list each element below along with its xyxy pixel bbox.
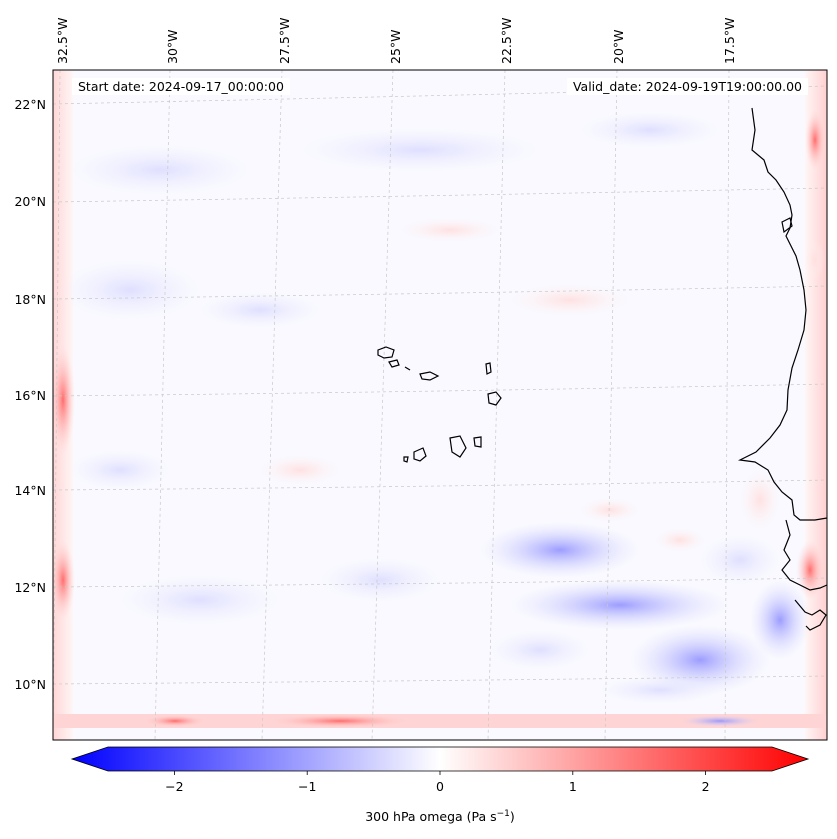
colorbar-title: 300 hPa omega (Pa s−1) [365, 809, 515, 824]
coastline [737, 107, 828, 631]
start-date-label: Start date: 2024-09-17_00:00:00 [72, 78, 290, 95]
colorbar-tick-label: −2 [165, 779, 183, 794]
graticule [52, 69, 828, 741]
lat-label: 18°N [14, 292, 46, 307]
valid-date-label: Valid_date: 2024-09-19T19:00:00.00 [566, 78, 808, 95]
cape-verde-islands [377, 346, 502, 463]
colorbar-tick-label: 1 [569, 779, 577, 794]
lat-label: 20°N [14, 194, 46, 209]
lon-label: 20°W [611, 29, 626, 64]
lon-label: 25°W [388, 29, 403, 64]
lat-label: 16°N [14, 388, 46, 403]
lon-label: 30°W [165, 29, 180, 64]
lon-label: 22.5°W [499, 18, 514, 64]
omega-field [53, 70, 827, 740]
map-frame [52, 69, 828, 741]
lon-label: 17.5°W [722, 18, 737, 64]
colorbar-tick-label: 0 [436, 779, 444, 794]
colorbar-ticks: −2 −1 0 1 2 [165, 771, 710, 794]
colorbar-tick-label: 2 [702, 779, 710, 794]
lat-label: 22°N [14, 97, 46, 112]
lon-label: 27.5°W [277, 18, 292, 64]
lon-label: 32.5°W [55, 18, 70, 64]
colorbar: −2 −1 0 1 2 300 hPa omega (Pa s−1) [70, 746, 810, 824]
lon-labels: 32.5°W 30°W 27.5°W 25°W 22.5°W 20°W 17.5… [55, 18, 737, 64]
lat-labels: 22°N 20°N 18°N 16°N 14°N 12°N 10°N [14, 97, 46, 692]
lat-label: 12°N [14, 580, 46, 595]
colorbar-tick-label: −1 [298, 779, 316, 794]
colorbar-gradient [70, 746, 810, 772]
lat-label: 10°N [14, 677, 46, 692]
lat-label: 14°N [14, 483, 46, 498]
